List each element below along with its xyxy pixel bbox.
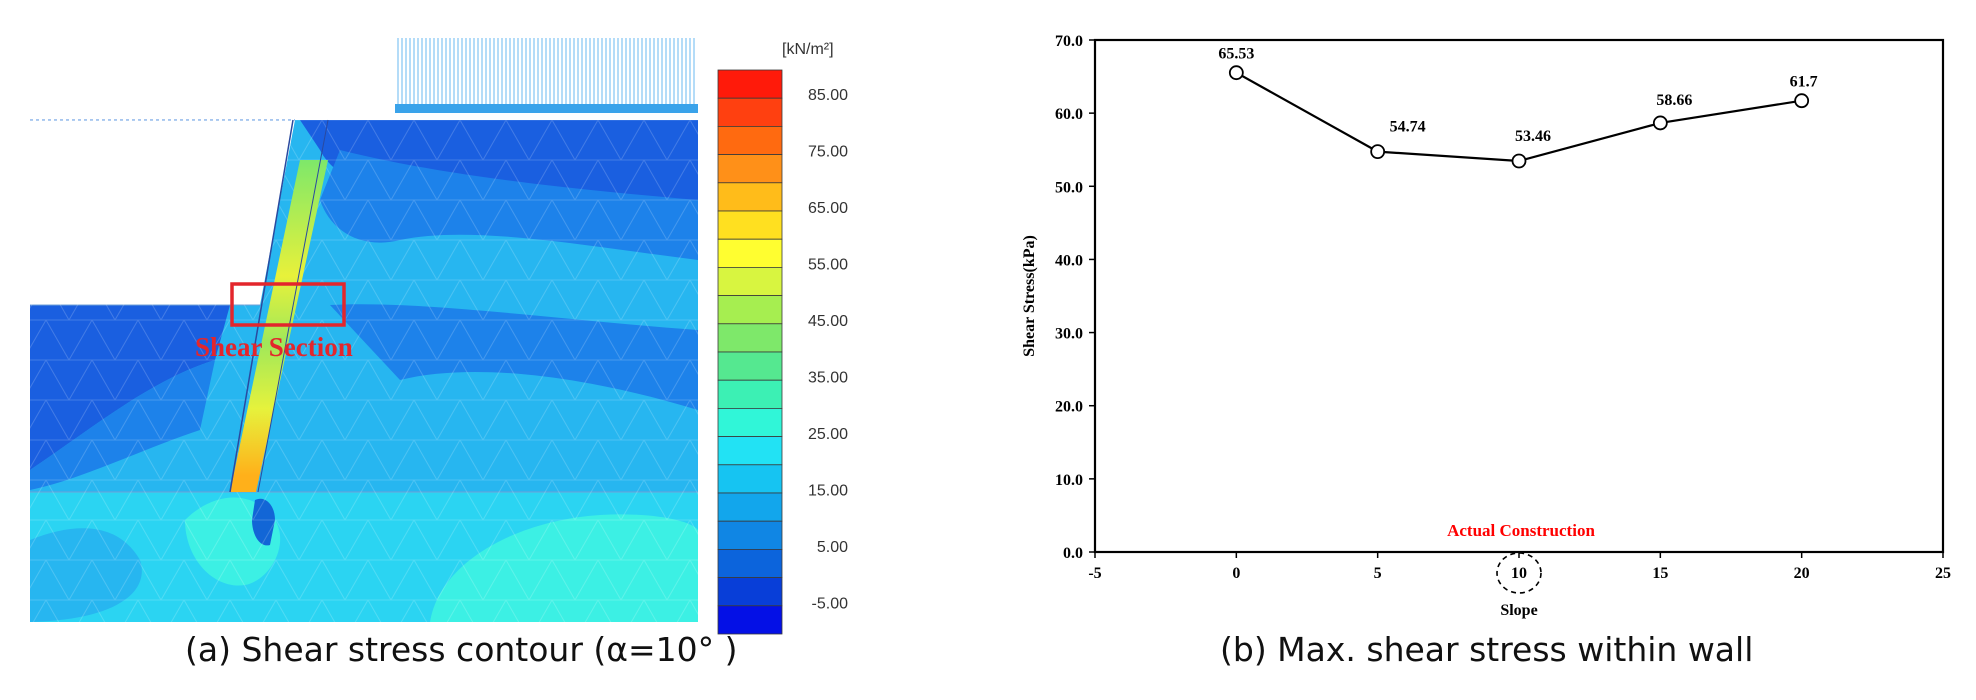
legend-label: 65.00 (808, 200, 848, 217)
legend-label: -5.00 (812, 596, 849, 613)
shear-section-label: Shear Section (195, 332, 353, 362)
legend-label: 45.00 (808, 313, 848, 330)
contour-legend: 85.00 75.00 65.00 55.00 45.00 35.00 25.00 15.00… (717, 69, 849, 635)
x-tick-label: 0 (1232, 565, 1240, 582)
legend-swatch (717, 492, 783, 522)
legend-swatch (717, 464, 783, 494)
legend-swatch (717, 323, 783, 353)
plot-area (1093, 38, 1945, 554)
x-tick-label: -5 (1088, 565, 1101, 582)
y-tick-label: 30.0 (1055, 326, 1083, 343)
x-tick-label: 25 (1935, 565, 1951, 582)
legend-swatch (717, 266, 783, 296)
y-tick-label: 60.0 (1055, 106, 1083, 123)
x-tick-label: 5 (1374, 565, 1382, 582)
y-tick-label: 10.0 (1055, 472, 1083, 489)
legend-label: 35.00 (808, 370, 848, 387)
x-tick-label: 15 (1652, 565, 1668, 582)
legend-swatch (717, 520, 783, 550)
caption-b: (b) Max. shear stress within wall (1220, 630, 1754, 669)
soil-domain (30, 120, 698, 622)
legend-label: 75.00 (808, 144, 848, 161)
legend-swatch (717, 577, 783, 607)
legend-swatch (717, 379, 783, 409)
data-label: 54.74 (1390, 119, 1426, 136)
x-axis-label: Slope (1500, 602, 1537, 619)
data-point (1228, 65, 1244, 81)
legend-swatch (717, 97, 783, 127)
shear-contour-figure: Shear Section 85.00 75.00 65.00 55.00 45.00 3… (30, 38, 849, 635)
legend-unit: [kN/m²] (782, 41, 834, 58)
legend-swatch (717, 407, 783, 437)
legend-label: 55.00 (808, 257, 848, 274)
actual-construction-label: Actual Construction (1447, 521, 1595, 540)
data-point (1370, 144, 1386, 160)
y-tick-label: 50.0 (1055, 179, 1083, 196)
wall-back (257, 119, 329, 493)
legend-swatch (717, 351, 783, 381)
shear-stress-chart: 0.0 10.0 20.0 30.0 40.0 50.0 60.0 70.0 -5 0 5 10 15 2… (1021, 33, 1951, 619)
data-label: 58.66 (1656, 92, 1692, 109)
x-tick-label: 10 (1511, 565, 1527, 582)
data-point (1652, 115, 1668, 131)
legend-swatch (717, 295, 783, 325)
wall-face (229, 119, 294, 493)
data-point (1794, 93, 1810, 109)
surcharge-load-arrows (397, 38, 695, 104)
legend-label: 5.00 (817, 539, 848, 556)
legend-swatch (717, 182, 783, 212)
legend-label: 25.00 (808, 426, 848, 443)
y-tick-label: 70.0 (1055, 33, 1083, 50)
load-bar (395, 104, 698, 113)
legend-swatch (717, 549, 783, 579)
legend-swatch (717, 605, 783, 635)
legend-swatch (717, 126, 783, 156)
legend-swatch (717, 154, 783, 184)
y-tick-label: 40.0 (1055, 252, 1083, 269)
x-tick-label: 20 (1794, 565, 1810, 582)
data-label: 53.46 (1515, 128, 1551, 145)
y-tick-label: 0.0 (1063, 545, 1083, 562)
shear-section-box (230, 282, 346, 327)
legend-swatch (717, 238, 783, 268)
data-point (1511, 153, 1527, 169)
caption-a: (a) Shear stress contour (α=10° ) (185, 630, 738, 669)
data-label: 65.53 (1218, 46, 1254, 63)
legend-label: 15.00 (808, 483, 848, 500)
legend-swatch (717, 69, 783, 99)
y-tick-label: 20.0 (1055, 399, 1083, 416)
y-axis-label: Shear Stress(kPa) (1021, 235, 1038, 357)
legend-swatch (717, 436, 783, 466)
actual-construction-marker (1496, 552, 1542, 594)
legend-swatch (717, 210, 783, 240)
data-label: 61.7 (1790, 74, 1818, 91)
legend-label: 85.00 (808, 87, 848, 104)
